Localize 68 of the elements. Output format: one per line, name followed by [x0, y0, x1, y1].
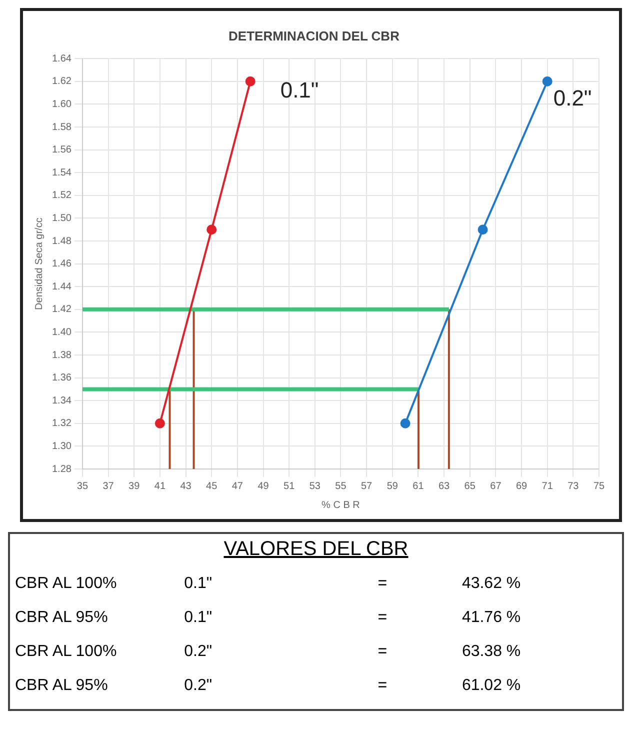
x-tick-label: 39: [128, 480, 140, 492]
y-axis-title: Densidad Seca gr/cc: [34, 218, 45, 310]
text: 61.02 %: [460, 676, 522, 696]
x-tick-label: 49: [258, 480, 270, 492]
text: =: [376, 642, 388, 662]
x-tick-label: 47: [232, 480, 244, 492]
x-tick-label: 51: [284, 480, 296, 492]
x-tick-label: 59: [386, 480, 398, 492]
series-label: 0.1": [280, 77, 319, 102]
x-tick-label: 43: [180, 480, 192, 492]
text: =: [376, 574, 388, 594]
text: CBR AL 100%: [14, 574, 118, 594]
y-tick-label: 1.58: [52, 122, 72, 133]
point: [542, 76, 552, 86]
y-tick-label: 1.62: [52, 76, 72, 88]
text: 0.2": [183, 676, 214, 696]
x-tick-label: 71: [542, 480, 554, 492]
text: 41.76 %: [460, 608, 522, 628]
y-tick-label: 1.28: [52, 464, 72, 475]
x-tick-label: 53: [309, 480, 321, 492]
point: [206, 224, 217, 235]
x-tick-label: 45: [206, 480, 218, 492]
text: CBR AL 95%: [14, 676, 109, 696]
y-tick-label: 1.64: [52, 53, 72, 64]
point: [400, 418, 410, 428]
y-tick-label: 1.52: [52, 190, 72, 202]
y-tick-label: 1.56: [52, 144, 72, 156]
y-tick-label: 1.32: [52, 418, 72, 430]
text: 0.2": [183, 642, 214, 662]
series-label: 0.2": [553, 85, 592, 110]
x-tick-label: 55: [335, 480, 347, 492]
text: CBR AL 95%: [14, 608, 109, 628]
x-tick-label: 57: [360, 480, 373, 492]
text: VALORES DEL CBR: [222, 538, 410, 561]
x-tick-label: 75: [593, 480, 605, 492]
text: 0.1": [183, 574, 214, 594]
point: [154, 418, 165, 428]
text: =: [376, 608, 388, 628]
x-tick-label: 69: [516, 480, 528, 492]
point: [478, 224, 488, 235]
y-tick-label: 1.54: [52, 167, 72, 178]
text: 43.62 %: [460, 574, 522, 594]
x-tick-label: 73: [568, 480, 580, 492]
text: 0.1": [183, 608, 214, 628]
x-tick-label: 35: [76, 480, 88, 492]
y-tick-label: 1.60: [52, 98, 72, 110]
text: =: [376, 676, 388, 696]
x-axis-title: % C B R: [322, 500, 360, 511]
y-tick-label: 1.46: [52, 258, 72, 270]
point: [245, 76, 256, 86]
x-tick-label: 61: [412, 480, 424, 492]
y-tick-label: 1.40: [52, 326, 72, 338]
text: CBR AL 100%: [14, 642, 118, 662]
y-tick-label: 1.48: [52, 236, 72, 247]
y-tick-label: 1.50: [52, 212, 72, 224]
x-tick-label: 37: [102, 480, 114, 492]
x-tick-label: 63: [438, 480, 450, 492]
chart-title: DETERMINACION DEL CBR: [228, 28, 400, 44]
x-tick-label: 65: [464, 480, 476, 492]
y-tick-label: 1.38: [52, 350, 72, 361]
y-tick-label: 1.36: [52, 372, 72, 384]
y-tick-label: 1.42: [52, 304, 72, 316]
x-tick-label: 67: [490, 480, 502, 492]
x-tick-label: 41: [154, 480, 166, 492]
text: 63.38 %: [460, 642, 522, 662]
y-tick-label: 1.44: [52, 281, 72, 292]
y-tick-label: 1.34: [52, 395, 72, 406]
y-tick-label: 1.30: [52, 440, 72, 452]
